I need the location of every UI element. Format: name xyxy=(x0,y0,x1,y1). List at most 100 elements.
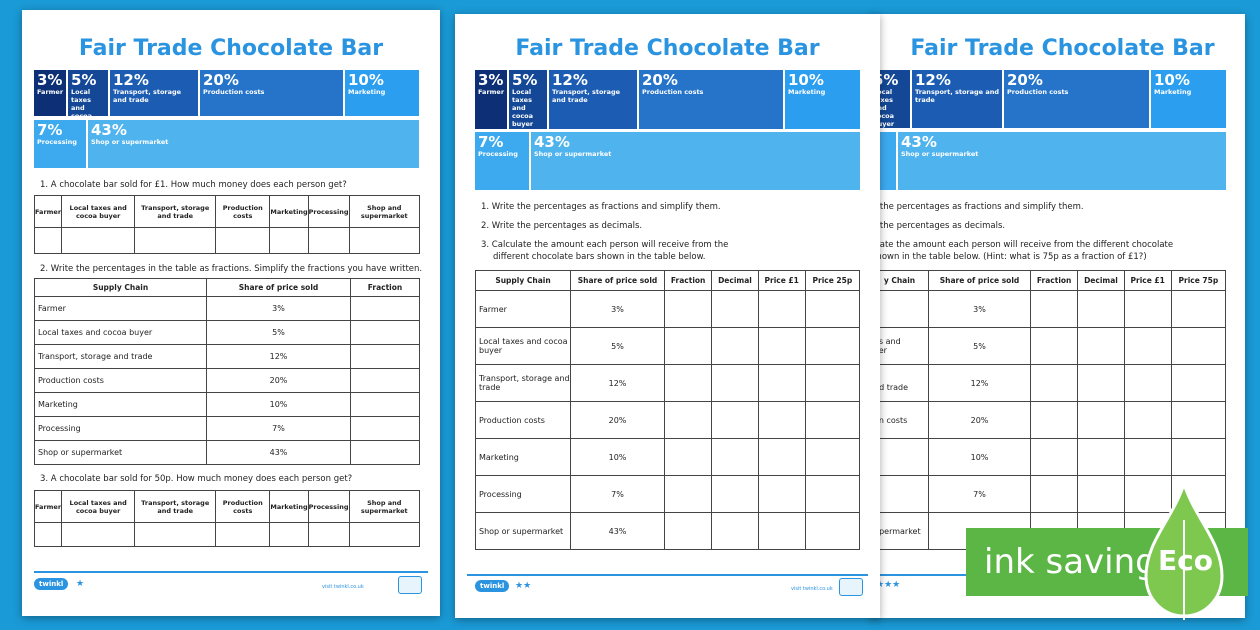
price-breakdown-blocks: 3%Farmer 5%Local taxes and cocoa buyer 1… xyxy=(34,70,419,170)
segment-production: 20% Production costs xyxy=(639,70,783,129)
row-share: 43% xyxy=(206,440,351,465)
row-name: Shop or supermarket xyxy=(34,440,207,465)
col-transport: Transport, storage and trade xyxy=(134,195,217,228)
eco-badge-text: Eco xyxy=(1158,544,1213,577)
row-share: 5% xyxy=(928,327,1031,365)
question-2: 2. Write the percentages as decimals. xyxy=(481,221,643,231)
row-share: 43% xyxy=(570,512,665,550)
row-name: Production costs xyxy=(475,401,571,439)
row-name: Local taxes and cocoa buyer xyxy=(475,327,571,365)
segment-local-taxes: 5%Local taxes and cocoa buyer xyxy=(68,70,108,116)
row-share: 12% xyxy=(570,364,665,402)
difficulty-stars: ★ xyxy=(76,579,85,589)
row-share: 10% xyxy=(206,392,351,417)
row-name: Processing xyxy=(34,416,207,441)
question-2: e the percentages as decimals. xyxy=(872,221,1006,231)
segment-marketing: 10% Marketing xyxy=(785,70,860,129)
col-transport: Transport, storage and trade xyxy=(134,490,217,523)
segment-marketing: 10% Marketing xyxy=(1151,70,1226,128)
col-supply-chain: Supply Chain xyxy=(475,270,571,291)
row-share: 7% xyxy=(206,416,351,441)
question-2: 2. Write the percentages in the table as… xyxy=(40,264,423,274)
col-supply-chain: Supply Chain xyxy=(34,278,207,297)
question-3b: shown in the table below. (Hint: what is… xyxy=(872,252,1147,262)
ink-saving-text: ink saving xyxy=(984,542,1157,582)
segment-processing: 7% Processing xyxy=(475,132,529,190)
col-fraction: Fraction xyxy=(1029,270,1079,291)
col-production: Production costs xyxy=(215,195,271,228)
col-production: Production costs xyxy=(215,490,271,523)
row-share: 7% xyxy=(570,475,665,513)
question-3: 3. A chocolate bar sold for 50p. How muc… xyxy=(40,474,353,484)
col-decimal: Decimal xyxy=(1077,270,1125,291)
calculation-table: Supply Chain Share of price sold Fractio… xyxy=(475,270,861,550)
segment-marketing: 10% Marketing xyxy=(345,70,419,116)
col-price-1: Price £1 xyxy=(1123,270,1172,291)
segment-shop: 43% Shop or supermarket xyxy=(88,120,419,168)
row-share: 20% xyxy=(206,368,351,393)
fraction-table: Supply Chain Share of price sold Fractio… xyxy=(34,278,420,465)
segment-farmer: 3% Farmer xyxy=(34,70,66,116)
row-name: Transport, storage and trade xyxy=(34,344,207,369)
row-share: 12% xyxy=(206,344,351,369)
twinkl-logo: twinkl xyxy=(34,578,69,590)
answer-table-1: Farmer Local taxes and cocoa buyer Trans… xyxy=(33,195,421,254)
footer-url: visit twinkl.co.uk xyxy=(791,586,833,592)
col-fraction: Fraction xyxy=(350,278,420,297)
row-share: 20% xyxy=(570,401,665,439)
row-name: Production costs xyxy=(34,368,207,393)
col-marketing: Marketing xyxy=(269,490,309,523)
col-farmer: Farmer xyxy=(33,490,63,523)
footer-badge-icon xyxy=(398,576,422,594)
row-share: 3% xyxy=(928,290,1031,328)
col-local: Local taxes and cocoa buyer xyxy=(61,195,136,228)
worksheet-title: Fair Trade Chocolate Bar xyxy=(910,36,1215,61)
eco-drop-icon xyxy=(1144,480,1224,620)
worksheet-title: Fair Trade Chocolate Bar xyxy=(515,36,820,61)
row-share: 3% xyxy=(570,290,665,328)
segment-transport: 12% Transport, storage and trade xyxy=(110,70,198,116)
footer-url: visit twinkl.co.uk xyxy=(322,584,364,590)
row-share: 3% xyxy=(206,296,351,321)
twinkl-logo: twinkl xyxy=(475,580,510,592)
question-1: 1. A chocolate bar sold for £1. How much… xyxy=(40,180,347,190)
question-3b: different chocolate bars shown in the ta… xyxy=(493,252,706,262)
question-3a: ulate the amount each person will receiv… xyxy=(872,240,1174,250)
segment-shop: 43% Shop or supermarket xyxy=(531,132,860,190)
segment-transport: 12% Transport, storage and trade xyxy=(549,70,637,129)
row-name: Farmer xyxy=(475,290,571,328)
col-shop: Shop and supermarket xyxy=(348,195,421,228)
segment-local-taxes: 5%Local taxes and cocoa buyer xyxy=(509,70,547,129)
row-name: Transport, storage and trade xyxy=(475,364,571,402)
segment-transport: 12% Transport, storage and trade xyxy=(912,70,1002,128)
col-share: Share of price sold xyxy=(928,270,1031,291)
row-name: Farmer xyxy=(34,296,207,321)
row-share: 10% xyxy=(928,438,1031,476)
col-marketing: Marketing xyxy=(269,195,309,228)
col-share: Share of price sold xyxy=(570,270,665,291)
segment-processing: 7% Processing xyxy=(34,120,86,168)
worksheet-3: Fair Trade Chocolate Bar 5%Local taxes a… xyxy=(870,14,1245,618)
footer-line xyxy=(467,574,868,576)
col-shop: Shop and supermarket xyxy=(348,490,421,523)
price-breakdown-blocks: 5%Local taxes and cocoa buyer 12%Transpo… xyxy=(870,70,1230,190)
col-local: Local taxes and cocoa buyer xyxy=(61,490,136,523)
segment-production: 20% Production costs xyxy=(1004,70,1149,128)
row-name: Marketing xyxy=(34,392,207,417)
col-share: Share of price sold xyxy=(206,278,351,297)
col-processing: Processing xyxy=(307,490,350,523)
col-price-1: Price £1 xyxy=(757,270,806,291)
row-name: Local taxes and cocoa buyer xyxy=(34,320,207,345)
question-1: 1. Write the percentages as fractions an… xyxy=(481,202,721,212)
col-decimal: Decimal xyxy=(711,270,759,291)
question-3a: 3. Calculate the amount each person will… xyxy=(481,240,729,250)
answer-table-3: Farmer Local taxes and cocoa buyer Trans… xyxy=(33,490,421,547)
worksheet-title: Fair Trade Chocolate Bar xyxy=(78,36,384,61)
col-price-75p: Price 75p xyxy=(1170,270,1227,291)
row-share: 10% xyxy=(570,438,665,476)
difficulty-stars: ★★ xyxy=(515,581,532,591)
footer-badge-icon xyxy=(839,578,863,596)
segment-shop: 43% Shop or supermarket xyxy=(898,132,1226,190)
row-name: Marketing xyxy=(475,438,571,476)
col-fraction: Fraction xyxy=(663,270,713,291)
